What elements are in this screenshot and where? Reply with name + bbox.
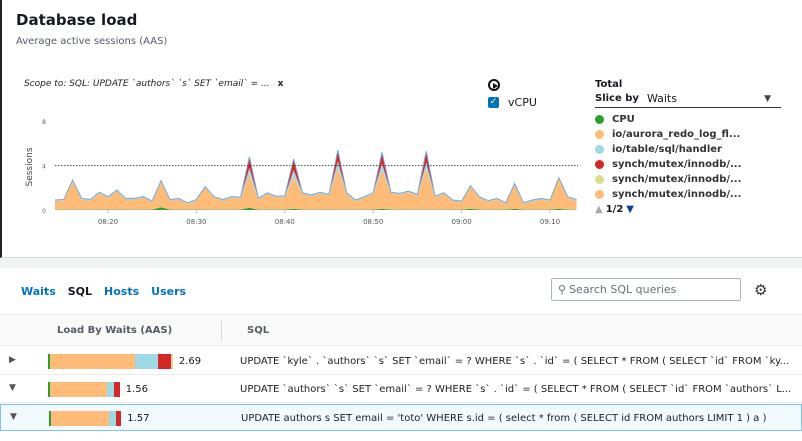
tab-users[interactable]: Users bbox=[151, 285, 187, 298]
area-cpu bbox=[54, 207, 577, 210]
load-bar-segment bbox=[135, 354, 158, 369]
search-icon: ⚲ bbox=[558, 283, 567, 296]
x-tick-label: 09:10 bbox=[540, 218, 560, 226]
legend-item[interactable]: io/table/sql/handler bbox=[595, 142, 781, 157]
load-bar-segment bbox=[108, 411, 116, 426]
legend-label: io/table/sql/handler bbox=[612, 144, 722, 155]
legend-page: 1/2 bbox=[605, 204, 624, 215]
page-up-icon[interactable]: ▲ bbox=[595, 204, 603, 215]
x-tick-label: 09:00 bbox=[452, 218, 472, 226]
legend-label: CPU bbox=[612, 114, 635, 125]
load-bar-segment bbox=[50, 382, 108, 397]
legend-label: io/aurora_redo_log_fl... bbox=[612, 129, 741, 140]
x-tick-label: 08:40 bbox=[275, 218, 295, 226]
legend-swatch bbox=[595, 115, 604, 124]
legend-label: synch/mutex/innodb/... bbox=[612, 189, 742, 200]
load-bar bbox=[49, 411, 122, 426]
tab-sql[interactable]: SQL bbox=[67, 285, 93, 298]
gear-icon[interactable]: ⚙ bbox=[754, 281, 768, 299]
load-bar-segment bbox=[48, 354, 51, 369]
legend-pager: ▲ 1/2 ▼ bbox=[595, 204, 781, 215]
area-aurora-redo-log bbox=[54, 167, 577, 210]
page-subtitle: Average active sessions (AAS) bbox=[16, 36, 168, 47]
tab-hosts[interactable]: Hosts bbox=[104, 285, 140, 298]
y-tick-label: 8 bbox=[42, 119, 46, 126]
table-header: Load By Waits (AAS) SQL bbox=[0, 314, 802, 346]
y-tick-label: 4 bbox=[42, 164, 46, 171]
legend-item[interactable]: synch/mutex/innodb/... bbox=[595, 157, 781, 172]
load-bar-segment bbox=[50, 354, 136, 369]
load-bar-segment bbox=[115, 411, 122, 426]
expand-toggle-icon[interactable]: ▶ bbox=[9, 355, 16, 365]
load-bar-segment bbox=[170, 354, 173, 369]
load-bar-segment bbox=[107, 382, 115, 397]
play-icon[interactable] bbox=[488, 79, 500, 91]
table-row[interactable]: ▼ 1.56 UPDATE `authors` `s` SET `email` … bbox=[0, 376, 802, 403]
load-bar-segment bbox=[114, 382, 120, 397]
load-value: 2.69 bbox=[178, 356, 202, 367]
top-sql-panel: Waits SQL Hosts Users ⚲ Search SQL querie… bbox=[0, 268, 802, 441]
chevron-down-icon: ▼ bbox=[764, 93, 771, 104]
database-load-chart: 0 4 8 Sessions 08:20 08:30 08:40 08:50 09:00 09:1… bbox=[25, 119, 578, 226]
legend-item[interactable]: synch/mutex/innodb/... bbox=[595, 172, 781, 187]
y-axis-label: Sessions bbox=[25, 147, 35, 186]
clear-scope-button[interactable]: x bbox=[277, 79, 284, 89]
legend-item[interactable]: synch/mutex/innodb/... bbox=[595, 187, 781, 202]
load-value: 1.57 bbox=[127, 413, 150, 424]
vcpu-label: vCPU bbox=[508, 96, 537, 109]
legend-swatch bbox=[595, 130, 604, 139]
legend-swatch bbox=[595, 175, 604, 184]
load-bar-segment bbox=[51, 411, 109, 426]
page-title: Database load bbox=[16, 11, 138, 29]
search-sql-input[interactable]: ⚲ Search SQL queries bbox=[551, 278, 741, 301]
expand-toggle-icon[interactable]: ▼ bbox=[10, 412, 17, 422]
checkbox-checked-icon[interactable]: ✓ bbox=[488, 97, 499, 108]
legend-label: synch/mutex/innodb/... bbox=[612, 159, 742, 170]
column-sql[interactable]: SQL bbox=[247, 325, 270, 336]
x-tick-label: 08:30 bbox=[186, 218, 206, 226]
scope-filter: Scope to: SQL: UPDATE `authors` `s` SET … bbox=[24, 79, 283, 89]
dimension-tabs: Waits SQL Hosts Users bbox=[21, 285, 186, 298]
tab-waits[interactable]: Waits bbox=[21, 285, 56, 298]
slice-by-label: Slice by bbox=[595, 93, 639, 104]
legend-item[interactable]: CPU bbox=[595, 112, 781, 127]
load-bar-segment bbox=[48, 382, 51, 397]
column-divider bbox=[221, 321, 222, 341]
legend-swatch bbox=[595, 145, 604, 154]
total-line bbox=[54, 149, 577, 204]
sql-text[interactable]: UPDATE `authors` `s` SET `email` = ? WHE… bbox=[240, 384, 792, 395]
load-bar-segment bbox=[157, 354, 171, 369]
load-bar bbox=[48, 354, 173, 369]
page-down-icon[interactable]: ▼ bbox=[626, 204, 634, 215]
load-bar bbox=[48, 382, 120, 397]
x-tick-label: 08:50 bbox=[363, 218, 383, 226]
x-tick-label: 08:20 bbox=[98, 218, 118, 226]
legend: Total Slice by Waits ▼ CPU io/aurora_redo_l… bbox=[595, 79, 781, 215]
table-row[interactable]: ▶ 2.69 UPDATE `kyle` . `authors` `s` SET… bbox=[0, 348, 802, 375]
sql-text[interactable]: UPDATE `kyle` . `authors` `s` SET `email… bbox=[240, 356, 790, 367]
y-tick-label: 0 bbox=[42, 208, 46, 215]
legend-label: synch/mutex/innodb/... bbox=[612, 174, 742, 185]
legend-item[interactable]: io/aurora_redo_log_fl... bbox=[595, 127, 781, 142]
column-load[interactable]: Load By Waits (AAS) bbox=[57, 325, 173, 336]
slice-by-value: Waits bbox=[646, 92, 677, 105]
database-load-panel: Database load Average active sessions (A… bbox=[0, 0, 802, 258]
vcpu-toggle[interactable]: ✓ vCPU bbox=[488, 96, 537, 109]
search-placeholder: Search SQL queries bbox=[569, 283, 677, 296]
scope-label: Scope to: SQL: UPDATE `authors` `s` SET … bbox=[24, 79, 270, 89]
load-value: 1.56 bbox=[125, 384, 149, 395]
sql-text[interactable]: UPDATE authors s SET email = 'toto' WHER… bbox=[241, 413, 767, 424]
legend-swatch bbox=[595, 190, 604, 199]
slice-by-dropdown[interactable]: Slice by Waits ▼ bbox=[595, 92, 781, 108]
table-row[interactable]: ▼ 1.57 UPDATE authors s SET email = 'tot… bbox=[0, 404, 802, 431]
legend-swatch bbox=[595, 160, 604, 169]
load-bar-segment bbox=[49, 411, 52, 426]
legend-total: Total bbox=[595, 79, 623, 90]
expand-toggle-icon[interactable]: ▼ bbox=[9, 383, 16, 393]
